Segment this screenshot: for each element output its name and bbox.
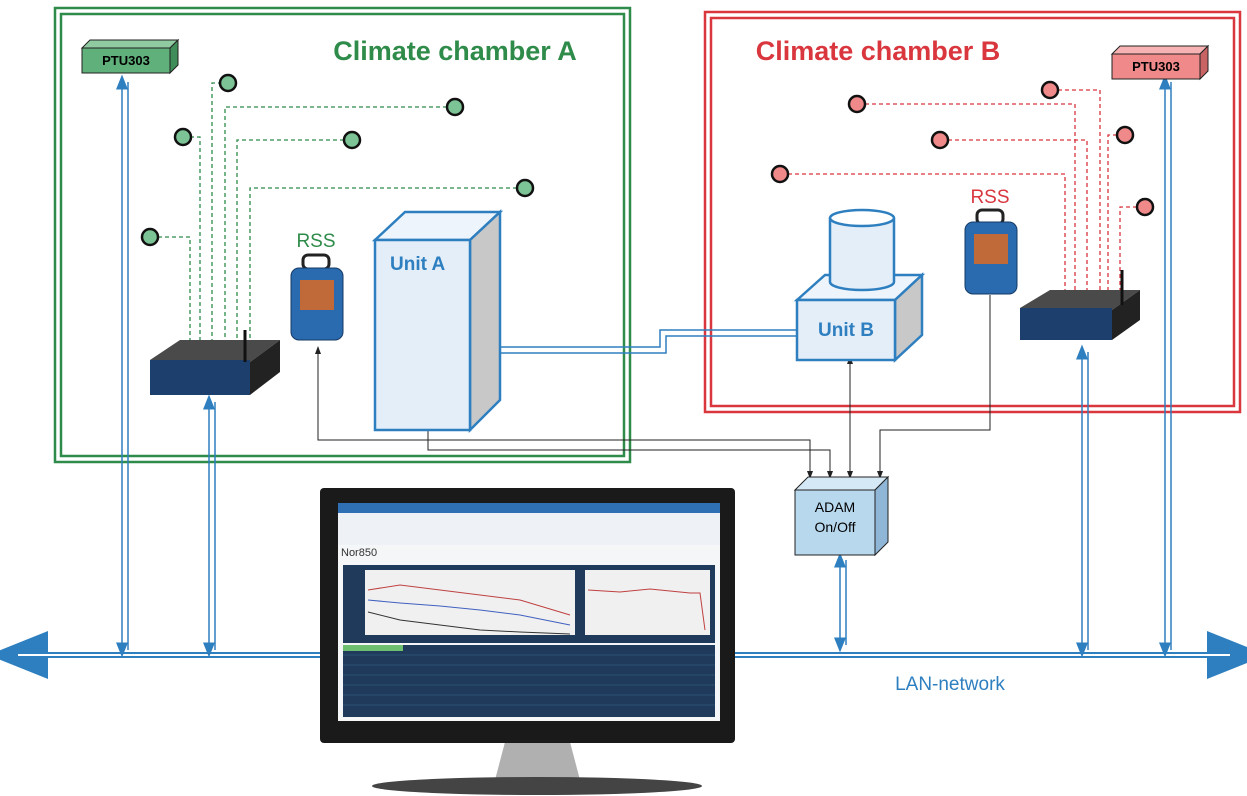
monitor: Nor850 (320, 488, 735, 795)
adam: ADAM On/Off (793, 475, 890, 557)
links (116, 74, 1172, 658)
control-lines (315, 295, 991, 479)
unit-label: Unit B (818, 320, 874, 341)
chamber-b: Climate chamber B (703, 10, 1242, 414)
logger-a (150, 330, 280, 395)
unit-label: Unit A (390, 254, 446, 275)
ptu-b: PTU303 (1110, 44, 1210, 81)
chamber-title: Climate chamber A (333, 36, 577, 66)
rss-a: RSS (290, 231, 344, 341)
adam-label: On/Off (815, 519, 856, 535)
rss-b: RSS (964, 187, 1018, 295)
app-label: Nor850 (341, 547, 377, 559)
ptu-a: PTU303 (80, 38, 180, 75)
unit-a: Unit A (371, 209, 504, 434)
unit-b: Unit B (793, 208, 926, 363)
lan-label: LAN-network (895, 674, 1005, 695)
adam-label: ADAM (815, 499, 855, 515)
ptu-label: PTU303 (1132, 59, 1180, 74)
sensors-b (770, 80, 1155, 300)
logger-b (1020, 270, 1140, 340)
ptu-label: PTU303 (102, 53, 150, 68)
chamber-title: Climate chamber B (756, 36, 1001, 66)
rss-label: RSS (296, 231, 335, 252)
rss-label: RSS (970, 187, 1009, 208)
sensors-a (140, 73, 535, 345)
